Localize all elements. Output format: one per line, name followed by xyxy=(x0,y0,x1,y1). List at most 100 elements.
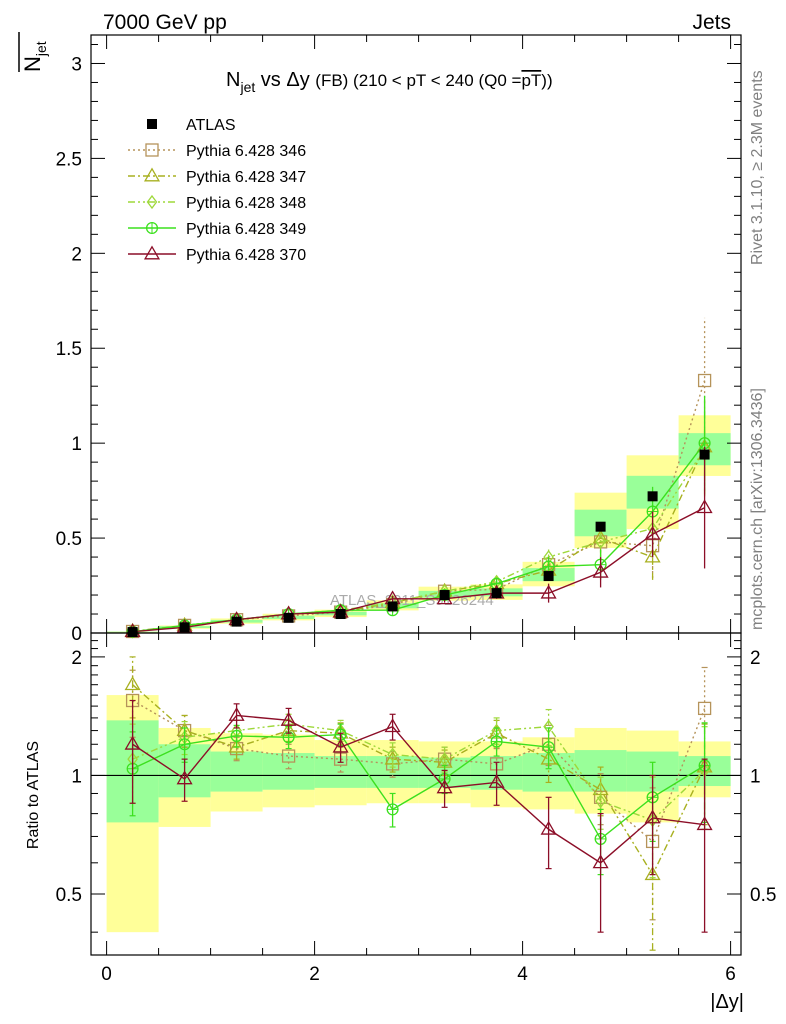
point-ratio-4-9 xyxy=(592,854,609,869)
header-right: Jets xyxy=(692,11,731,34)
watermark: ATLAS_2011_S9126244 xyxy=(330,592,494,609)
point-ratio-4-7 xyxy=(488,773,505,788)
data-point-11 xyxy=(699,449,710,460)
point-ratio-4-4 xyxy=(332,738,349,753)
data-point-4 xyxy=(335,609,346,620)
point-ratio-0-3 xyxy=(281,749,296,763)
title-overline: pT xyxy=(521,71,541,90)
legend-label-0: Pythia 6.428 346 xyxy=(186,143,306,160)
mcplots-text: mcplots.cern.ch [arXiv:1306.3436] xyxy=(749,388,766,630)
ytick-top-label-6: 3 xyxy=(71,54,82,75)
title-main: N xyxy=(226,69,240,91)
top-panel-series xyxy=(124,317,713,639)
title-tail: (FB) (210 < pT < 240 (Q0 = xyxy=(315,71,521,90)
point-top-2-9 xyxy=(595,534,606,549)
ytick-top-label-3: 1.5 xyxy=(56,339,82,360)
data-point-1 xyxy=(179,622,190,633)
series-ratio-line-0 xyxy=(132,699,706,843)
ytick-top-label-1: 0.5 xyxy=(56,529,82,550)
series-ratio-line-4 xyxy=(132,714,705,864)
xlabel: |Δy| xyxy=(710,991,744,1013)
point-top-1-9 xyxy=(592,529,609,544)
legend-label-2: Pythia 6.428 348 xyxy=(186,195,306,212)
series-ratio-4 xyxy=(124,699,713,933)
point-ratio-4-8 xyxy=(540,820,557,835)
title-close: )) xyxy=(541,71,552,90)
point-ratio-4-10 xyxy=(644,809,661,824)
point-ratio-2-5 xyxy=(387,747,398,762)
data-point-6 xyxy=(439,590,450,601)
point-ratio-3-7 xyxy=(490,735,503,748)
series-ratio-line-3 xyxy=(132,733,705,840)
point-ratio-3-8 xyxy=(542,741,555,754)
point-ratio-4-1 xyxy=(176,770,193,785)
data-point-0 xyxy=(127,627,138,638)
point-top-3-8 xyxy=(542,560,555,573)
legend-label-3: Pythia 6.428 349 xyxy=(186,221,306,238)
xtick-label-3: 6 xyxy=(725,964,736,985)
point-top-4-9 xyxy=(592,563,609,578)
legend-marker-data xyxy=(147,119,157,129)
point-ratio-1-2 xyxy=(228,738,245,753)
series-top-line-4 xyxy=(132,507,705,633)
legend-marker-1 xyxy=(143,167,161,182)
xtick-label-0: 0 xyxy=(101,964,112,985)
svg-text:Njet: Njet xyxy=(20,41,49,72)
point-top-3-11 xyxy=(698,437,711,450)
point-ratio-4-0 xyxy=(124,735,141,750)
legend-marker-3 xyxy=(145,221,159,235)
data-point-3 xyxy=(283,612,294,623)
rivet-text: Rivet 3.1.10, ≥ 2.3M events xyxy=(749,70,766,265)
ytick-ratio-label-l-1: 1 xyxy=(71,766,82,787)
legend-marker-4 xyxy=(143,245,161,260)
xtick-label-2: 4 xyxy=(517,964,528,985)
axis-ticks: 0 2 4 6 0 0.5 1 1.5 2 2.5 3 0.5 0.5 1 1 2 2 xyxy=(56,35,776,985)
point-ratio-3-2 xyxy=(230,729,243,742)
ytick-ratio-label-l-2: 2 xyxy=(71,648,82,669)
point-ratio-4-11 xyxy=(696,816,713,831)
band-green-3 xyxy=(262,753,315,790)
title-middle: vs Δy xyxy=(255,69,315,91)
data-point-9 xyxy=(595,521,606,532)
ytick-ratio-label-r-0: 0.5 xyxy=(750,885,776,906)
data-point-5 xyxy=(387,601,398,612)
ylabel-ratio: Ratio to ATLAS xyxy=(25,741,42,849)
ytick-ratio-label-r-1: 1 xyxy=(750,766,761,787)
point-top-4-8 xyxy=(540,584,557,599)
point-ratio-4-2 xyxy=(228,706,245,721)
ytick-top-label-5: 2.5 xyxy=(56,149,82,170)
chart-title: Njet vs Δy (FB) (210 < pT < 240 (Q0 =pT)… xyxy=(226,69,553,95)
data-point-10 xyxy=(647,491,658,502)
point-ratio-4-3 xyxy=(280,711,297,726)
point-top-3-7 xyxy=(490,577,503,590)
point-ratio-4-6 xyxy=(436,779,453,794)
point-top-4-11 xyxy=(696,499,713,514)
legend-marker-0 xyxy=(145,143,159,157)
header-left: 7000 GeV pp xyxy=(103,11,227,34)
point-top-4-10 xyxy=(644,525,661,540)
ytick-top-label-0: 0 xyxy=(71,624,82,645)
point-ratio-1-10 xyxy=(644,866,661,881)
ylabel-top-sub: jet xyxy=(33,41,49,57)
point-ratio-4-5 xyxy=(384,718,401,733)
ytick-top-label-2: 1 xyxy=(71,434,82,455)
data-point-2 xyxy=(231,616,242,627)
ratio-panel-series xyxy=(124,656,713,951)
title-main-sub: jet xyxy=(239,79,255,95)
legend-label-1: Pythia 6.428 347 xyxy=(186,169,306,186)
point-ratio-2-9 xyxy=(595,794,606,809)
point-top-1-10 xyxy=(644,548,661,563)
point-ratio-3-1 xyxy=(178,738,191,751)
data-point-7 xyxy=(491,588,502,599)
ylabel-top: Njet xyxy=(18,32,49,72)
ytick-ratio-label-r-2: 2 xyxy=(750,648,761,669)
legend-marker-2 xyxy=(146,194,158,210)
ytick-top-label-4: 2 xyxy=(71,244,82,265)
data-point-8 xyxy=(543,571,554,582)
ratio-panel-frame xyxy=(90,632,742,956)
legend: ATLAS Pythia 6.428 346 Pythia 6.428 347 Pyt… xyxy=(128,117,306,264)
legend-label-data: ATLAS xyxy=(186,117,236,134)
series-ratio-line-1 xyxy=(132,684,706,877)
data-points xyxy=(127,449,710,638)
